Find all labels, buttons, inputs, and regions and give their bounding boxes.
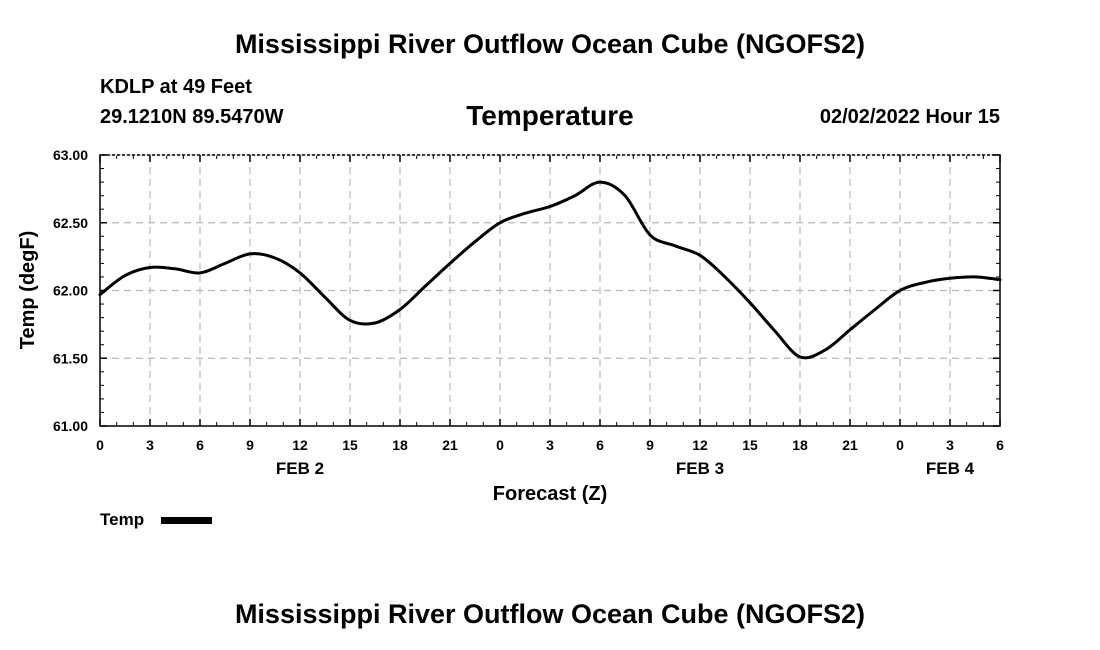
x-tick-label: 0: [896, 437, 904, 453]
series-line-temp: [98, 180, 1002, 360]
y-axis-title: Temp (degF): [17, 231, 39, 350]
main-title: Mississippi River Outflow Ocean Cube (NG…: [234, 29, 866, 59]
x-tick-label: 0: [96, 437, 104, 453]
x-tick-label: 21: [842, 437, 858, 453]
x-tick-label: 12: [692, 437, 708, 453]
x-tick-label: 9: [646, 437, 654, 453]
y-tick-label: 61.50: [53, 350, 88, 366]
x-tick-label: 0: [496, 437, 504, 453]
coordinates-label: 29.1210N 89.5470W: [100, 106, 284, 128]
x-tick-label: 3: [146, 437, 154, 453]
y-tick-label: 62.00: [53, 283, 88, 299]
day-label: FEB 2: [276, 459, 324, 478]
x-tick-label: 18: [392, 437, 408, 453]
x-tick-label: 6: [596, 437, 604, 453]
y-tick-label: 62.50: [53, 215, 88, 231]
legend: Temp: [100, 510, 212, 529]
x-tick-label: 3: [546, 437, 554, 453]
y-tick-labels: 61.00 61.50 62.00 62.50 63.00: [53, 147, 88, 434]
x-tick-label: 15: [742, 437, 758, 453]
x-tick-label: 3: [946, 437, 954, 453]
x-tick-label: 6: [196, 437, 204, 453]
x-tick-label: 12: [292, 437, 308, 453]
station-label: KDLP at 49 Feet: [100, 76, 252, 98]
day-label: FEB 4: [926, 459, 975, 478]
chart-title: Temperature: [466, 100, 634, 131]
legend-label-temp: Temp: [100, 510, 144, 529]
footer-title: Mississippi River Outflow Ocean Cube (NG…: [234, 599, 866, 629]
x-tick-labels: 0 3 6 9 12 15 18 21 0 3 6 9 12 15 18 21 0 3 6: [96, 437, 1004, 453]
day-label: FEB 3: [676, 459, 724, 478]
grid-lines: [100, 155, 1000, 426]
y-tick-label: 61.00: [53, 418, 88, 434]
x-tick-label: 9: [246, 437, 254, 453]
x-axis-title: Forecast (Z): [493, 483, 607, 505]
y-tick-label: 63.00: [53, 147, 88, 163]
x-tick-label: 18: [792, 437, 808, 453]
x-tick-label: 15: [342, 437, 358, 453]
timestamp-label: 02/02/2022 Hour 15: [819, 106, 1000, 128]
x-tick-label: 21: [442, 437, 458, 453]
x-tick-label: 6: [996, 437, 1004, 453]
legend-swatch-temp: [161, 517, 212, 524]
day-labels: FEB 2 FEB 3 FEB 4: [276, 459, 975, 478]
